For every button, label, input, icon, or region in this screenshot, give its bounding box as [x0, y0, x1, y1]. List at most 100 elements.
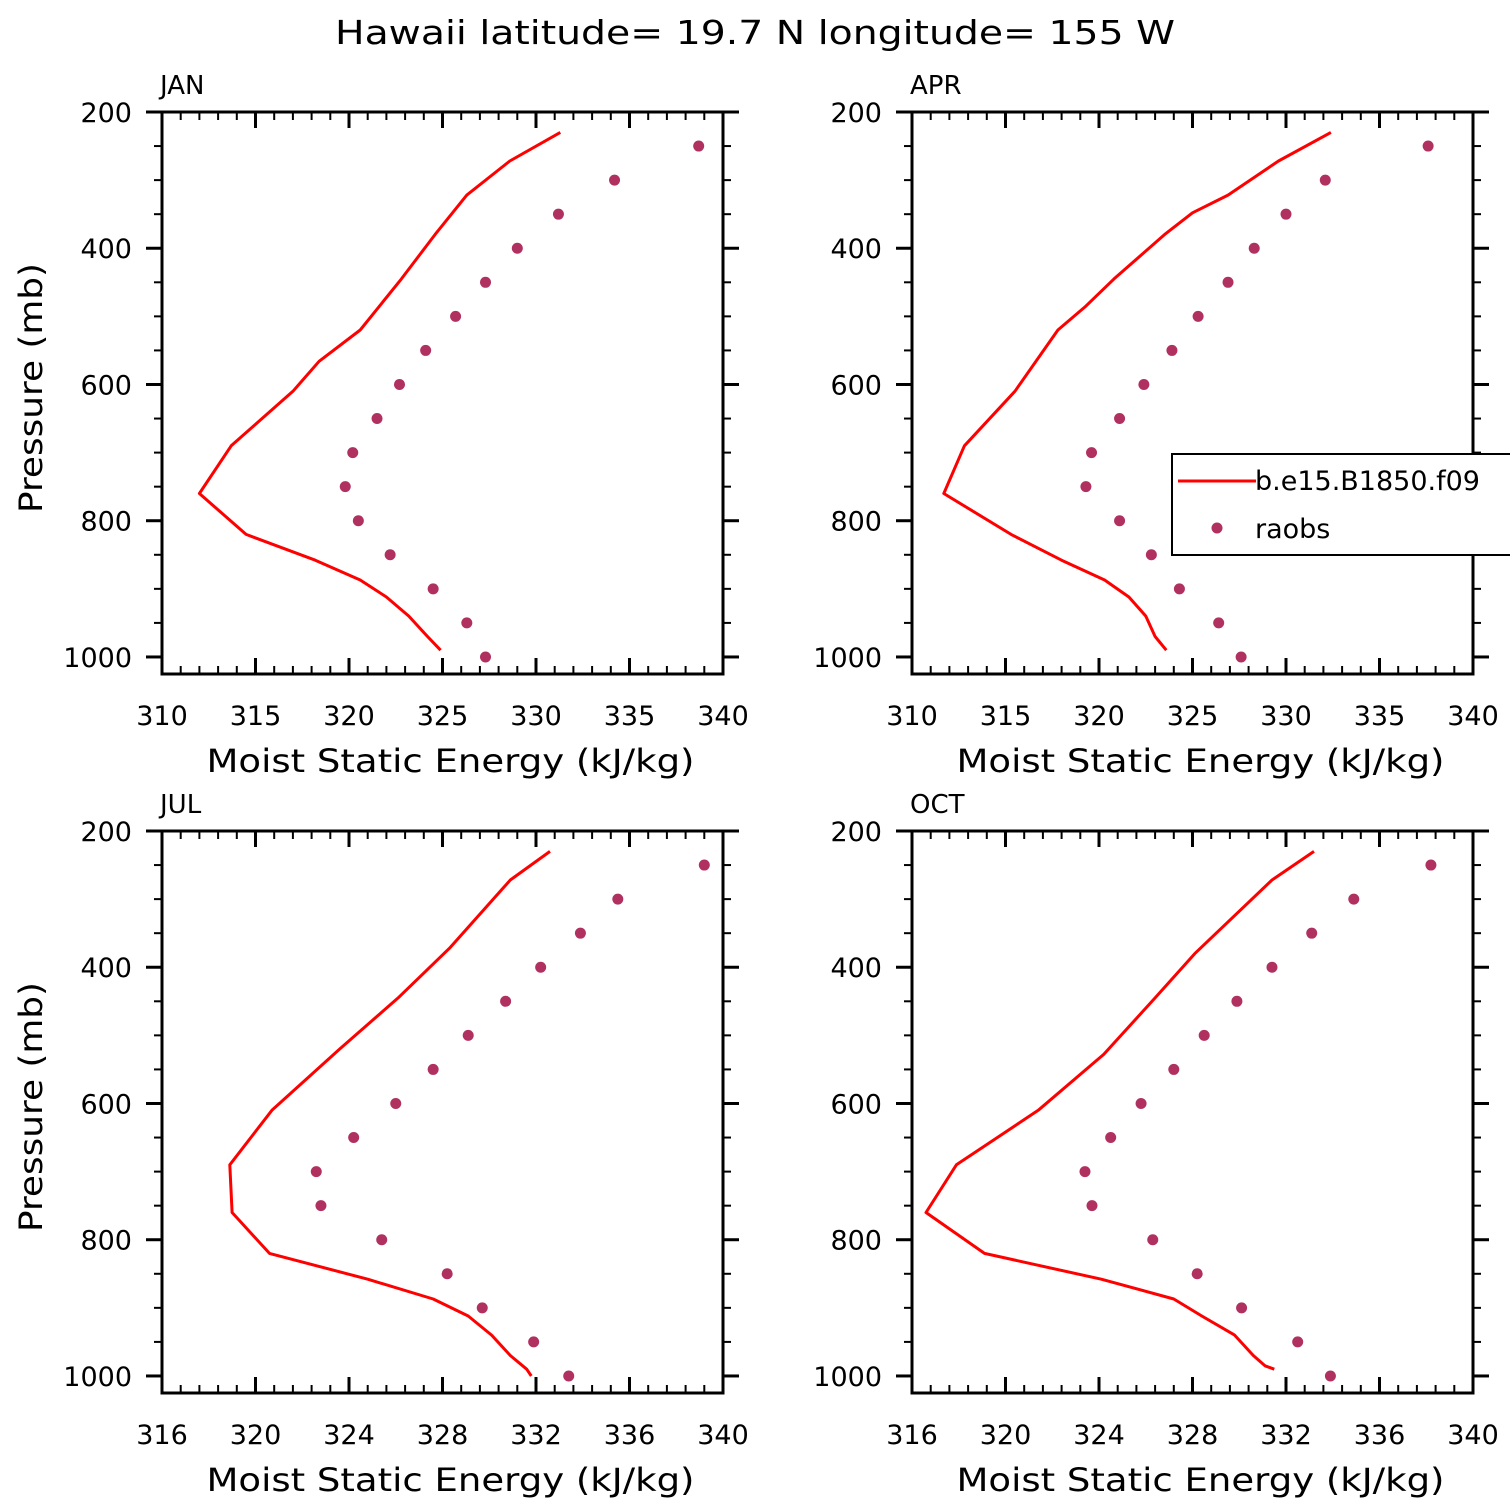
raobs-point: [1266, 961, 1278, 973]
raobs-point: [1086, 1200, 1098, 1212]
series-line-model: [197, 131, 562, 652]
raobs-point: [535, 961, 547, 973]
y-tick-label: 1000: [813, 1362, 882, 1393]
raobs-point: [352, 515, 364, 527]
raobs-point: [1086, 447, 1098, 459]
x-tick-label: 320: [980, 1420, 1032, 1451]
panel-jul: 316 320 324 328 332 336 340 200 400 600 800 1000 JUL…: [12, 790, 749, 1499]
x-tick-label: 340: [697, 1420, 749, 1451]
series-line-model: [942, 131, 1332, 652]
raobs-point: [693, 140, 705, 152]
raobs-point: [1079, 1166, 1091, 1178]
raobs-point: [1173, 583, 1185, 595]
y-tick-label: 400: [80, 234, 132, 265]
raobs-point: [1198, 1029, 1210, 1041]
x-tick-label: 316: [136, 1420, 188, 1451]
y-tick-label: 800: [830, 507, 882, 538]
raobs-point: [384, 549, 396, 561]
raobs-point: [1192, 310, 1204, 322]
y-tick-label: 600: [80, 370, 132, 401]
raobs-point: [1080, 481, 1092, 493]
legend-raobs-label: raobs: [1255, 514, 1330, 545]
x-axis-label: Moist Static Energy (kJ/kg): [957, 742, 1445, 780]
y-tick-label: 800: [830, 1226, 882, 1257]
raobs-point: [1425, 859, 1437, 871]
x-tick-label: 335: [1354, 701, 1406, 732]
raobs-point: [1191, 1268, 1203, 1280]
x-tick-label: 332: [1260, 1420, 1312, 1451]
x-tick-label: 320: [230, 1420, 282, 1451]
panel-label: APR: [910, 71, 962, 101]
raobs-point: [612, 893, 624, 905]
raobs-point: [1145, 549, 1157, 561]
plot-frame: [910, 110, 1475, 676]
panel-label: JUL: [158, 790, 202, 820]
raobs-point: [574, 927, 586, 939]
x-tick-label: 324: [323, 1420, 375, 1451]
panel-apr: 310 315 320 325 330 335 340 200 400 600 800 1000 APR…: [813, 71, 1510, 780]
x-tick-label: 316: [886, 1420, 938, 1451]
raobs-point: [698, 859, 710, 871]
raobs-point: [1280, 208, 1292, 220]
panel-label: JAN: [158, 71, 204, 101]
x-axis-label: Moist Static Energy (kJ/kg): [957, 1461, 1445, 1499]
raobs-point: [348, 1132, 360, 1144]
y-tick-label: 400: [80, 953, 132, 984]
x-tick-label: 336: [1354, 1420, 1406, 1451]
series-line-model: [924, 850, 1315, 1371]
y-tick-label: 400: [830, 234, 882, 265]
legend: b.e15.B1850.f09 raobs: [1171, 453, 1510, 556]
raobs-point: [1168, 1063, 1180, 1075]
x-tick-label: 330: [510, 701, 562, 732]
panel-jan: 310 315 320 325 330 335 340 200 400 600 800 1000 JAN…: [12, 71, 749, 780]
legend-model-label: b.e15.B1850.f09: [1255, 466, 1480, 497]
x-tick-label: 325: [1167, 701, 1219, 732]
y-tick-label: 600: [830, 370, 882, 401]
raobs-point: [1166, 344, 1178, 356]
x-tick-label: 340: [1447, 701, 1499, 732]
x-axis-label: Moist Static Energy (kJ/kg): [207, 1461, 695, 1499]
y-tick-label: 200: [830, 98, 882, 129]
x-tick-label: 315: [980, 701, 1032, 732]
y-axis-label: Pressure (mb): [12, 263, 50, 513]
raobs-point: [1135, 1097, 1147, 1109]
raobs-point: [1114, 515, 1126, 527]
raobs-point: [390, 1097, 402, 1109]
raobs-point: [1105, 1132, 1117, 1144]
x-tick-label: 340: [1447, 1420, 1499, 1451]
raobs-point: [1248, 242, 1260, 254]
y-tick-label: 1000: [63, 1362, 132, 1393]
x-tick-label: 310: [886, 701, 938, 732]
y-tick-label: 1000: [63, 643, 132, 674]
raobs-point: [427, 1063, 439, 1075]
y-tick-label: 600: [830, 1089, 882, 1120]
panel-label: OCT: [910, 790, 965, 820]
raobs-point: [1138, 378, 1150, 390]
raobs-point: [1213, 617, 1225, 629]
raobs-point: [1422, 140, 1434, 152]
raobs-point: [420, 344, 432, 356]
y-tick-label: 200: [80, 817, 132, 848]
raobs-point: [1348, 893, 1360, 905]
x-tick-label: 328: [1167, 1420, 1219, 1451]
raobs-point: [347, 447, 359, 459]
x-tick-label: 336: [604, 1420, 656, 1451]
y-tick-label: 800: [80, 1226, 132, 1257]
raobs-point: [480, 276, 492, 288]
raobs-point: [552, 208, 564, 220]
raobs-point: [1147, 1234, 1159, 1246]
legend-box: [1171, 453, 1510, 556]
x-tick-label: 324: [1073, 1420, 1125, 1451]
raobs-point: [1324, 1370, 1336, 1382]
figure-title: Hawaii latitude= 19.7 N longitude= 155 W: [335, 13, 1175, 52]
raobs-point: [450, 310, 462, 322]
x-tick-label: 328: [417, 1420, 469, 1451]
raobs-point: [528, 1336, 540, 1348]
plot-frame: [160, 829, 725, 1395]
raobs-point: [563, 1370, 575, 1382]
x-tick-label: 320: [1073, 701, 1125, 732]
x-tick-label: 315: [230, 701, 282, 732]
y-tick-label: 800: [80, 507, 132, 538]
raobs-point: [462, 1029, 474, 1041]
